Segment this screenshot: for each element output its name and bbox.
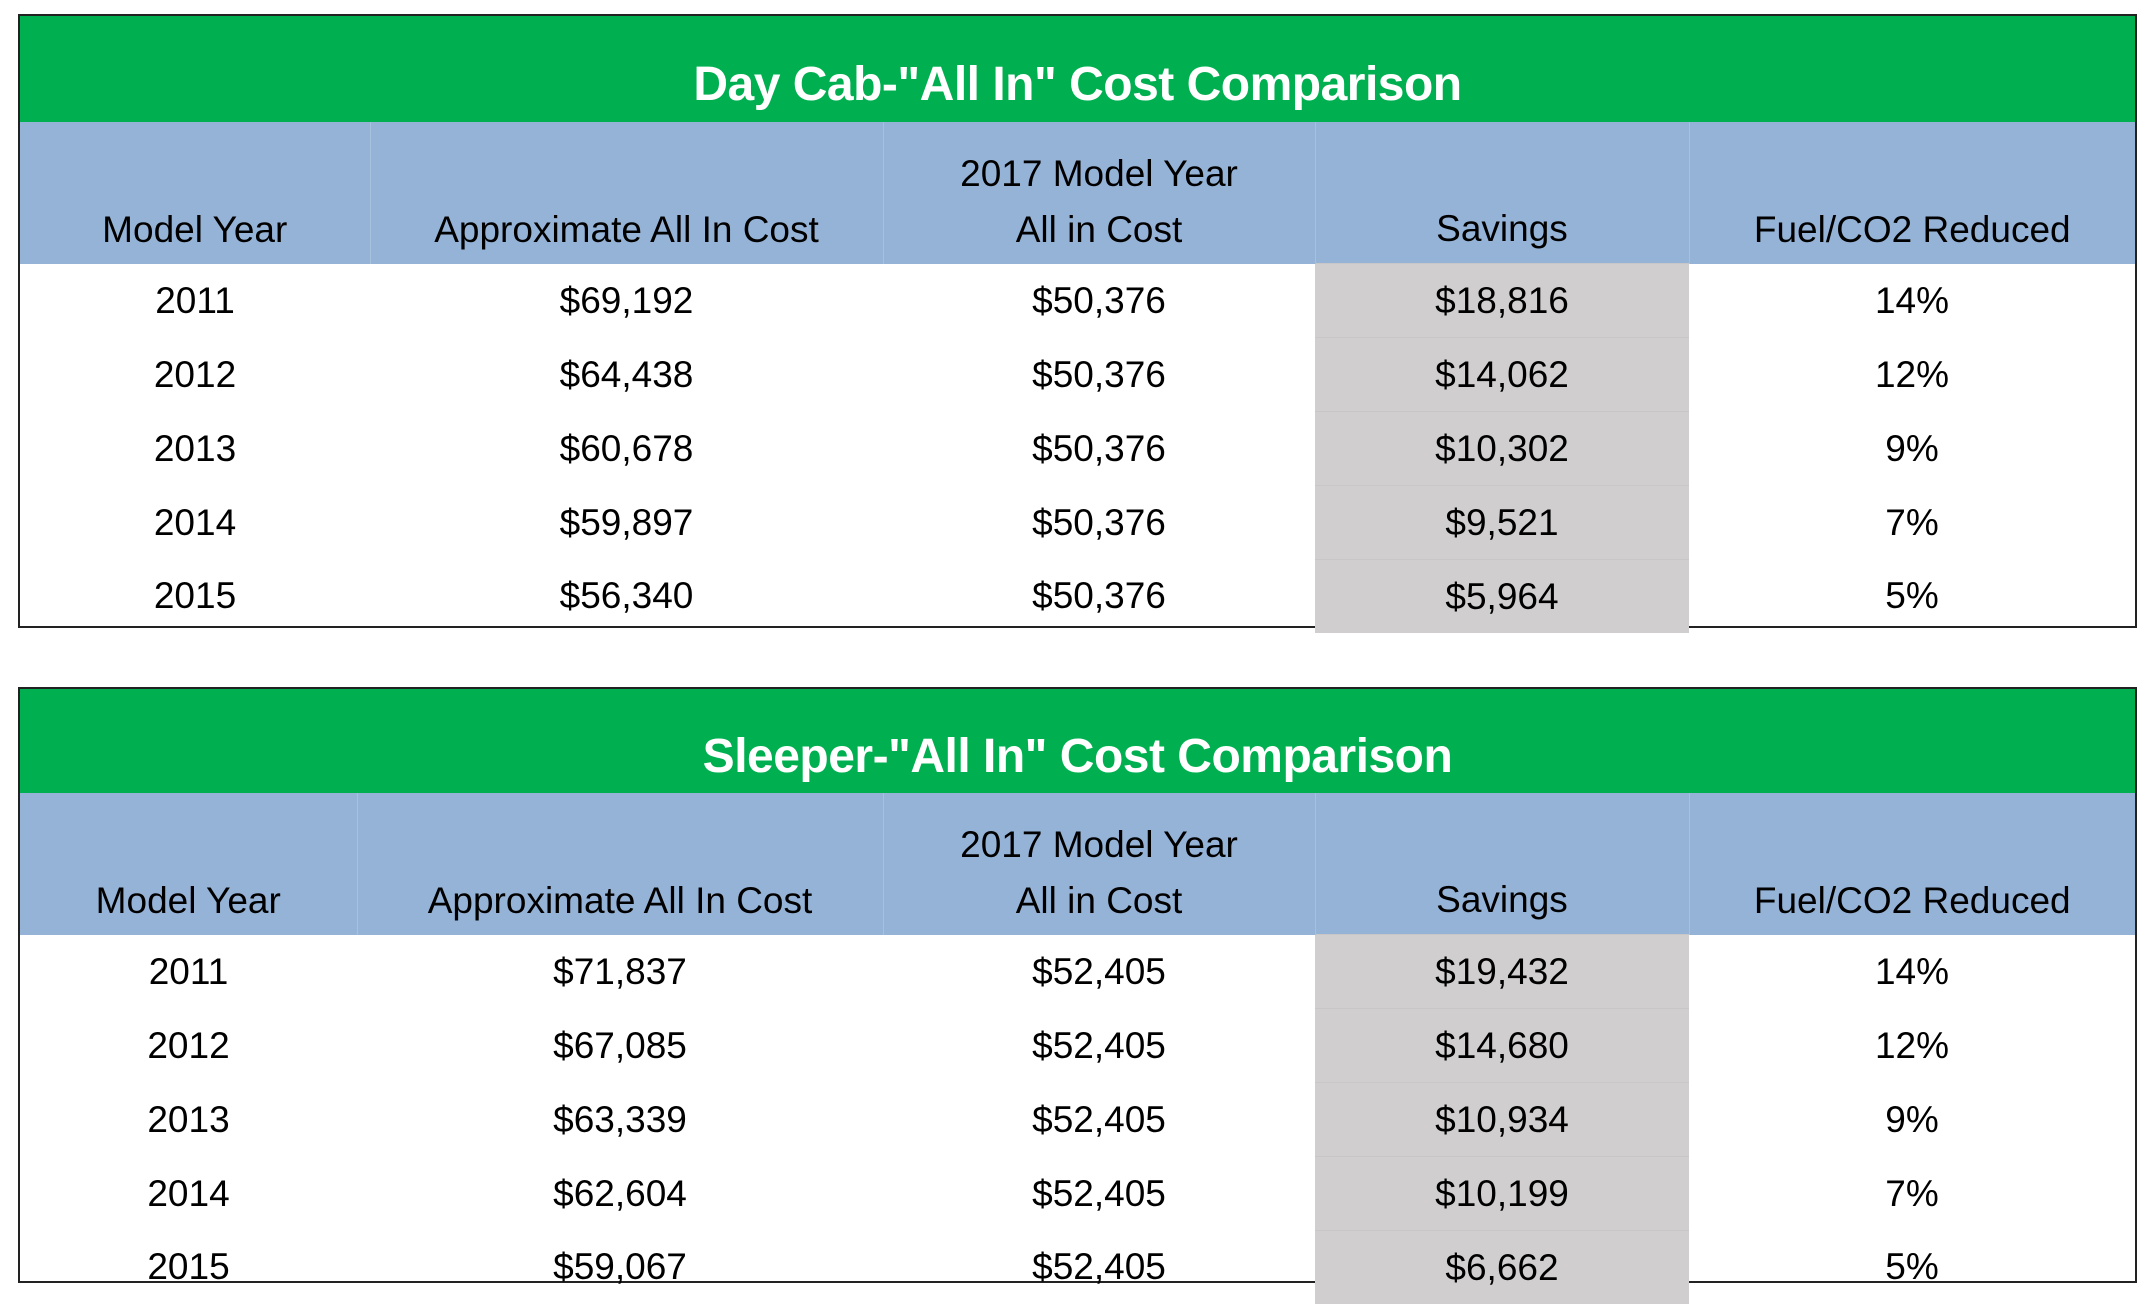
cell-approx-cost: $60,678 (370, 412, 883, 486)
header-fuel: Fuel/CO2 Reduced (1689, 793, 2135, 935)
cell-2017-cost: $52,405 (883, 1157, 1315, 1231)
header-2017-line2: All in Cost (1016, 880, 1183, 921)
cell-fuel-reduced: 7% (1689, 1157, 2135, 1231)
header-2017-line2: All in Cost (1016, 209, 1183, 250)
cell-model-year: 2011 (20, 264, 370, 338)
header-2017-cost: 2017 Model Year All in Cost (883, 793, 1315, 935)
cell-model-year: 2013 (20, 1083, 357, 1157)
cell-savings: $14,680 (1315, 1009, 1689, 1083)
cell-model-year: 2012 (20, 1009, 357, 1083)
sleeper-table: Sleeper-"All In" Cost Comparison Model Y… (18, 687, 2137, 1283)
cell-model-year: 2015 (20, 560, 370, 634)
header-2017-cost: 2017 Model Year All in Cost (883, 122, 1315, 264)
cell-savings: $19,432 (1315, 935, 1689, 1009)
cell-fuel-reduced: 7% (1689, 486, 2135, 560)
cell-fuel-reduced: 9% (1689, 1083, 2135, 1157)
header-approx-cost: Approximate All In Cost (357, 793, 883, 935)
cell-approx-cost: $71,837 (357, 935, 883, 1009)
header-row: Model Year Approximate All In Cost 2017 … (20, 793, 2135, 935)
cell-2017-cost: $52,405 (883, 1083, 1315, 1157)
cell-2017-cost: $52,405 (883, 1009, 1315, 1083)
cell-model-year: 2012 (20, 338, 370, 412)
cell-approx-cost: $67,085 (357, 1009, 883, 1083)
cell-approx-cost: $59,067 (357, 1231, 883, 1304)
header-2017-line1: 2017 Model Year (960, 153, 1238, 194)
cell-2017-cost: $50,376 (883, 560, 1315, 634)
cell-approx-cost: $64,438 (370, 338, 883, 412)
header-fuel: Fuel/CO2 Reduced (1689, 122, 2135, 264)
cell-savings: $5,964 (1315, 560, 1689, 634)
cell-2017-cost: $52,405 (883, 935, 1315, 1009)
cost-table: Model Year Approximate All In Cost 2017 … (20, 122, 2135, 633)
header-savings: Savings (1315, 122, 1689, 264)
cell-fuel-reduced: 14% (1689, 935, 2135, 1009)
header-row: Model Year Approximate All In Cost 2017 … (20, 122, 2135, 264)
cell-2017-cost: $50,376 (883, 264, 1315, 338)
cell-savings: $6,662 (1315, 1231, 1689, 1304)
cell-approx-cost: $56,340 (370, 560, 883, 634)
cell-2017-cost: $50,376 (883, 486, 1315, 560)
cell-fuel-reduced: 9% (1689, 412, 2135, 486)
header-savings: Savings (1315, 793, 1689, 935)
cell-savings: $10,302 (1315, 412, 1689, 486)
cell-approx-cost: $69,192 (370, 264, 883, 338)
header-approx-cost: Approximate All In Cost (370, 122, 883, 264)
cell-savings: $10,199 (1315, 1157, 1689, 1231)
cell-model-year: 2013 (20, 412, 370, 486)
table-title: Sleeper-"All In" Cost Comparison (20, 689, 2135, 793)
cell-2017-cost: $50,376 (883, 338, 1315, 412)
cell-savings: $10,934 (1315, 1083, 1689, 1157)
cell-model-year: 2014 (20, 1157, 357, 1231)
cell-fuel-reduced: 12% (1689, 338, 2135, 412)
cell-fuel-reduced: 5% (1689, 1231, 2135, 1304)
cell-fuel-reduced: 5% (1689, 560, 2135, 634)
header-2017-line1: 2017 Model Year (960, 824, 1238, 865)
cost-table: Model Year Approximate All In Cost 2017 … (20, 793, 2135, 1304)
day-cab-table: Day Cab-"All In" Cost Comparison Model Y… (18, 14, 2137, 628)
cell-savings: $14,062 (1315, 338, 1689, 412)
cell-2017-cost: $50,376 (883, 412, 1315, 486)
cell-2017-cost: $52,405 (883, 1231, 1315, 1304)
table-title: Day Cab-"All In" Cost Comparison (20, 16, 2135, 122)
header-model-year: Model Year (20, 122, 370, 264)
cell-model-year: 2015 (20, 1231, 357, 1304)
cell-model-year: 2011 (20, 935, 357, 1009)
header-model-year: Model Year (20, 793, 357, 935)
cell-approx-cost: $59,897 (370, 486, 883, 560)
cell-savings: $18,816 (1315, 264, 1689, 338)
cell-fuel-reduced: 12% (1689, 1009, 2135, 1083)
cell-approx-cost: $63,339 (357, 1083, 883, 1157)
cell-fuel-reduced: 14% (1689, 264, 2135, 338)
cell-savings: $9,521 (1315, 486, 1689, 560)
cell-model-year: 2014 (20, 486, 370, 560)
cell-approx-cost: $62,604 (357, 1157, 883, 1231)
